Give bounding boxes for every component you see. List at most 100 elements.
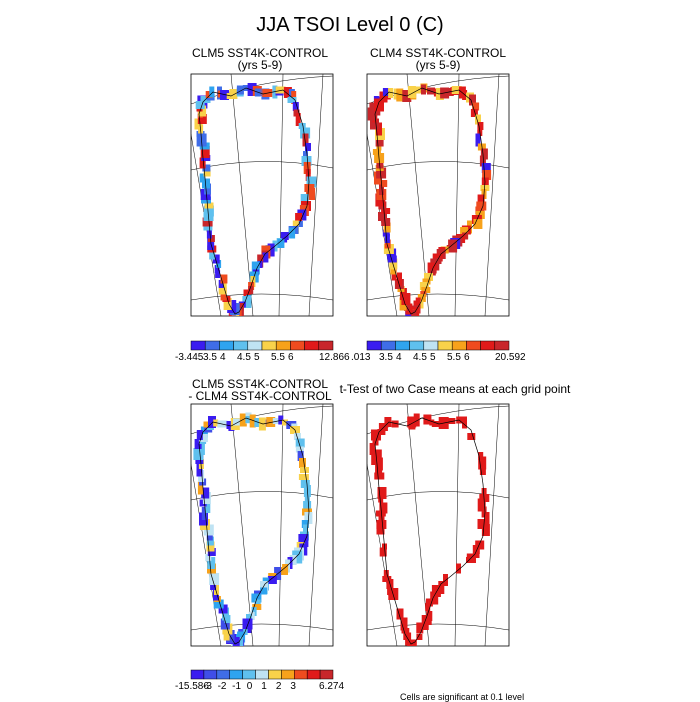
- grid-cell: [242, 296, 252, 308]
- grid-cell: [195, 101, 205, 109]
- meridian-line: [484, 404, 500, 646]
- grid-cell: [376, 167, 387, 179]
- grid-cell: [202, 178, 210, 189]
- grid-cell: [200, 146, 210, 158]
- grid-cell: [220, 274, 228, 284]
- grid-cell: [376, 525, 385, 535]
- colorbar-swatch: [423, 340, 439, 351]
- grid-cell: [467, 433, 476, 440]
- panel-title-clm5: CLM5 SST4K-CONTROL (yrs 5-9): [170, 47, 350, 71]
- grid-cell: [480, 148, 488, 160]
- colorbar-swatch: [229, 669, 243, 680]
- grid-cell: [451, 86, 462, 94]
- grid-cell: [201, 487, 210, 499]
- grid-cell: [456, 416, 465, 424]
- grid-cell: [277, 239, 285, 248]
- grid-cell: [303, 151, 308, 157]
- grid-cell: [247, 83, 257, 96]
- grid-cell: [481, 163, 491, 173]
- grid-cell: [422, 278, 431, 285]
- grid-cell: [197, 481, 203, 495]
- grid-cell: [479, 465, 486, 475]
- grid-cell: [462, 416, 467, 429]
- colorbar-tick-label: 3.5: [379, 352, 393, 363]
- grid-cell: [369, 443, 376, 455]
- meridian-line: [278, 404, 284, 646]
- grid-cell: [379, 502, 388, 514]
- panel-title-ttest: t-Test of two Case means at each grid po…: [339, 382, 571, 396]
- grid-cell: [382, 576, 392, 582]
- colorbar-swatch: [268, 669, 282, 680]
- colorbar-tick-label: .013: [351, 352, 371, 363]
- grid-cell: [429, 419, 435, 426]
- colorbar-swatch: [294, 669, 308, 680]
- grid-cell: [381, 208, 391, 214]
- grid-cell: [251, 607, 257, 616]
- colorbar-tick-label: 5.5: [447, 352, 461, 363]
- grid-cell: [446, 245, 454, 251]
- grid-cell: [303, 162, 311, 174]
- colorbar-swatch: [318, 340, 334, 351]
- grid-cell: [416, 622, 424, 634]
- grid-cell: [205, 503, 211, 513]
- grid-cell: [298, 534, 309, 547]
- grid-cell: [214, 583, 219, 595]
- grid-cell: [295, 446, 304, 453]
- grid-cell: [419, 282, 429, 290]
- grid-cell: [383, 222, 391, 233]
- panel-title-line2: (yrs 5-9): [237, 58, 283, 72]
- colorbar-swatch: [190, 340, 206, 351]
- panel-title-line1: CLM5 SST4K-CONTROL: [191, 46, 329, 60]
- grid-cell: [469, 94, 476, 106]
- colorbar-swatch: [409, 340, 425, 351]
- grid-cell: [300, 467, 309, 473]
- colorbar-swatch: [290, 340, 305, 351]
- grid-cell: [245, 416, 253, 423]
- colorbar-tick-label: 5: [254, 352, 260, 363]
- grid-cell: [399, 288, 407, 300]
- grid-cell: [430, 591, 439, 605]
- grid-cell: [484, 512, 490, 524]
- grid-cell: [203, 205, 214, 217]
- colorbar-swatch: [281, 669, 295, 680]
- parallel-line: [191, 293, 333, 301]
- colorbar-swatch: [306, 669, 321, 680]
- grid-cell: [422, 618, 429, 630]
- grid-cell: [383, 570, 389, 578]
- panel-title-line2: - CLM4 SST4K-CONTROL: [188, 389, 332, 403]
- grid-cell: [262, 252, 269, 263]
- grid-cell: [306, 176, 317, 188]
- colorbar-swatch: [437, 340, 453, 351]
- grid-cell: [283, 87, 292, 98]
- grid-cell: [299, 458, 306, 468]
- grid-cell: [377, 429, 386, 435]
- grid-cell: [438, 581, 445, 594]
- grid-cell: [416, 634, 423, 640]
- grid-cell: [475, 133, 481, 147]
- colorbar-tick-label: 4: [396, 352, 402, 363]
- meridian-line: [484, 74, 500, 316]
- grid-cell: [196, 463, 203, 477]
- grid-cell: [472, 102, 480, 111]
- grid-cell: [272, 85, 278, 99]
- grid-cell: [400, 617, 408, 631]
- panel-title-diff: CLM5 SST4K-CONTROL - CLM4 SST4K-CONTROL: [170, 378, 350, 402]
- grid-cell: [218, 604, 228, 614]
- colorbar-tick-label: -1: [232, 681, 242, 692]
- grid-cell: [203, 224, 213, 231]
- colorbar-tick-label: 4.5: [237, 352, 251, 363]
- grid-cell: [427, 262, 437, 274]
- meridian-line: [278, 74, 284, 316]
- grid-cell: [378, 514, 385, 524]
- colorbar-tick-label: -3.445: [175, 352, 204, 363]
- colorbar-swatch: [255, 669, 269, 680]
- grid-cell: [232, 637, 240, 646]
- grid-cell: [295, 213, 303, 226]
- grid-cell: [239, 413, 247, 427]
- grid-cell: [242, 85, 252, 91]
- colorbar-swatch: [190, 669, 205, 680]
- grid-cell: [233, 418, 242, 426]
- grid-cell: [206, 541, 215, 552]
- grid-cell: [257, 261, 263, 268]
- grid-cell: [297, 451, 304, 461]
